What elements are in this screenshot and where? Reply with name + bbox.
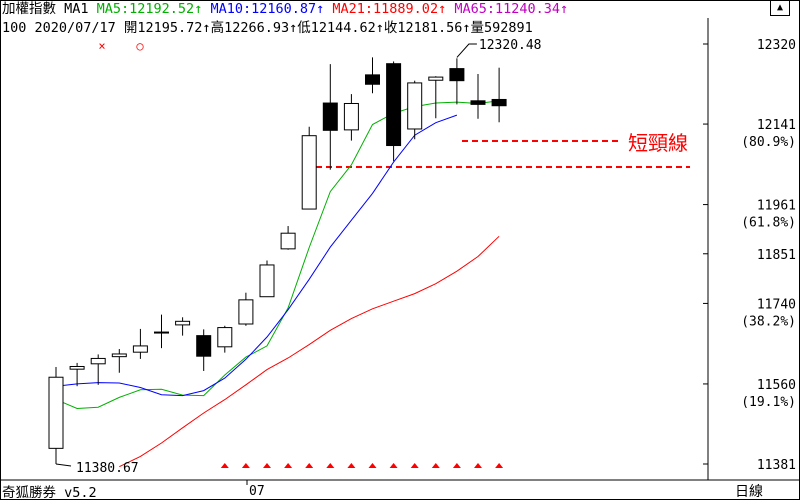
- low-leader-line: [55, 463, 72, 467]
- candle-body: [407, 82, 423, 130]
- fib-pct-label: (38.2%): [741, 314, 796, 329]
- ma5-legend: MA5:12192.52↑: [96, 1, 203, 17]
- ma5-line: [55, 100, 500, 410]
- ma65-legend: MA65:11240.34↑: [454, 1, 569, 17]
- candle-body: [449, 68, 465, 82]
- low-annotation: 11380.67: [76, 461, 139, 476]
- candle-body: [196, 335, 212, 357]
- up-marker: [389, 463, 398, 468]
- candle-body: [175, 320, 191, 326]
- candle-body: [280, 232, 296, 250]
- fib-pct-label: (80.9%): [741, 135, 796, 150]
- app-name: 奇狐勝券 v5.2: [2, 485, 97, 501]
- high-leader-line: [456, 43, 477, 58]
- candle-body: [69, 365, 85, 370]
- up-marker: [241, 463, 250, 468]
- ma10-line: [55, 114, 458, 397]
- fib-pct-label: (61.8%): [741, 216, 796, 231]
- up-marker: [431, 463, 440, 468]
- x-tick-label: 07: [249, 484, 265, 499]
- high-annotation: 12320.48: [479, 38, 542, 53]
- neckline-label: 短頸線: [628, 131, 688, 155]
- y-tick-label: 12320: [757, 38, 796, 53]
- up-marker: [452, 463, 461, 468]
- candle-body: [217, 327, 233, 348]
- ma-legend: 加權指數 MA1 MA5:12192.52↑ MA10:12160.87↑ MA…: [2, 1, 568, 17]
- fib-pct-label: (19.1%): [741, 395, 796, 410]
- candle-body: [428, 76, 444, 81]
- candle-body: [322, 102, 338, 131]
- candle-body: [132, 345, 148, 353]
- up-marker: [284, 463, 293, 468]
- up-marker: [368, 463, 377, 468]
- candle-body: [301, 135, 317, 210]
- y-tick-label: 11381: [757, 458, 796, 473]
- candle-body: [365, 74, 380, 85]
- candle-body: [238, 299, 254, 325]
- ma10-legend: MA10:12160.87↑: [210, 1, 325, 17]
- scroll-up-button[interactable]: ▲: [770, 0, 790, 16]
- up-marker: [263, 463, 271, 468]
- up-marker: [347, 463, 356, 468]
- candle-body: [111, 353, 127, 358]
- y-tick-label: 11560: [757, 378, 796, 393]
- up-marker: [326, 463, 335, 468]
- ma21-legend: MA21:11889.02↑: [332, 1, 447, 17]
- up-marker: [305, 463, 314, 468]
- ma21-line: [119, 235, 500, 468]
- y-tick-label: 11851: [757, 248, 796, 263]
- header-marker: ×: [98, 39, 105, 53]
- up-marker: [474, 463, 482, 468]
- candle-body: [343, 102, 359, 131]
- up-marker: [220, 463, 229, 468]
- candle-body: [386, 63, 402, 147]
- candle-body: [259, 264, 275, 298]
- up-marker: [495, 463, 504, 468]
- period-label[interactable]: 日線: [735, 484, 763, 500]
- candle-body: [491, 98, 507, 107]
- candle-body: [470, 100, 486, 105]
- candle-body: [90, 357, 106, 365]
- candle-body: [48, 376, 64, 449]
- y-tick-label: 12141: [757, 118, 796, 133]
- symbol-label: 加權指數 MA1: [2, 1, 89, 17]
- up-marker: [410, 463, 419, 468]
- candle-body: [154, 331, 169, 334]
- header-marker: ○: [136, 39, 143, 53]
- y-tick-label: 11740: [757, 297, 796, 312]
- ohlc-info-line: 100 2020/07/17 開12195.72↑高12266.93↑低1214…: [2, 20, 533, 36]
- y-tick-label: 11961: [757, 199, 796, 214]
